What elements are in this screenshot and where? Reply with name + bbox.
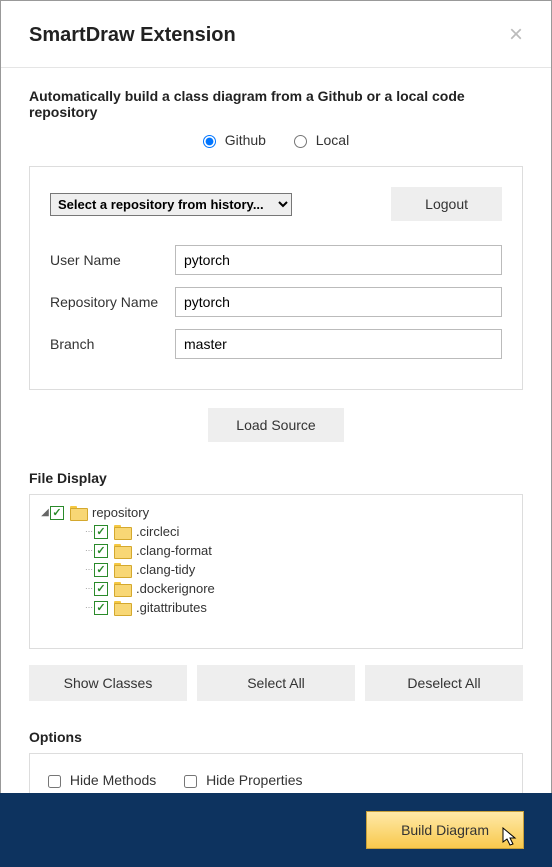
tree-row[interactable]: ⋯✓ .clang-format xyxy=(34,541,518,560)
tree-connector: ⋯ xyxy=(84,527,94,536)
folder-icon xyxy=(114,563,130,576)
radio-github-input[interactable] xyxy=(203,135,216,148)
tree-label: repository xyxy=(92,505,149,520)
hide-methods-checkbox[interactable] xyxy=(48,775,61,788)
tree-label: .circleci xyxy=(136,524,179,539)
tree-connector: ⋯ xyxy=(84,603,94,612)
folder-icon xyxy=(114,525,130,538)
tree-row[interactable]: ⋯✓ .gitattributes xyxy=(34,598,518,617)
tree-row[interactable]: ⋯✓ .circleci xyxy=(34,522,518,541)
hide-methods-option[interactable]: Hide Methods xyxy=(48,772,160,788)
hide-properties-checkbox[interactable] xyxy=(184,775,197,788)
radio-local-input[interactable] xyxy=(294,135,307,148)
load-source-button[interactable]: Load Source xyxy=(208,408,343,442)
radio-github[interactable]: Github xyxy=(203,132,270,148)
folder-icon xyxy=(70,506,86,519)
repo-panel: Select a repository from history... Logo… xyxy=(29,166,523,390)
subtitle: Automatically build a class diagram from… xyxy=(29,88,523,120)
select-all-button[interactable]: Select All xyxy=(197,665,355,701)
folder-icon xyxy=(114,544,130,557)
logout-button[interactable]: Logout xyxy=(391,187,502,221)
tree-connector: ⋯ xyxy=(84,584,94,593)
username-input[interactable] xyxy=(175,245,502,275)
reponame-input[interactable] xyxy=(175,287,502,317)
footer: Build Diagram xyxy=(0,793,552,867)
tree-checkbox[interactable]: ✓ xyxy=(94,601,108,615)
tree-checkbox[interactable]: ✓ xyxy=(94,544,108,558)
folder-icon xyxy=(114,582,130,595)
branch-label: Branch xyxy=(50,336,175,352)
hide-properties-option[interactable]: Hide Properties xyxy=(184,772,302,788)
tree-label: .dockerignore xyxy=(136,581,215,596)
reponame-label: Repository Name xyxy=(50,294,175,310)
tree-label: .clang-format xyxy=(136,543,212,558)
tree-connector: ⋯ xyxy=(84,565,94,574)
file-display-label: File Display xyxy=(29,470,523,486)
tree-checkbox[interactable]: ✓ xyxy=(50,506,64,520)
dialog-title: SmartDraw Extension xyxy=(29,24,236,47)
repo-history-select[interactable]: Select a repository from history... xyxy=(50,193,292,216)
options-label: Options xyxy=(29,729,523,745)
tree-toggle-icon[interactable]: ◢ xyxy=(40,507,50,518)
build-diagram-button[interactable]: Build Diagram xyxy=(366,811,524,849)
tree-label: .gitattributes xyxy=(136,600,207,615)
show-classes-button[interactable]: Show Classes xyxy=(29,665,187,701)
tree-row[interactable]: ⋯✓ .clang-tidy xyxy=(34,560,518,579)
close-icon[interactable]: × xyxy=(509,21,523,49)
tree-checkbox[interactable]: ✓ xyxy=(94,563,108,577)
folder-icon xyxy=(114,601,130,614)
tree-row[interactable]: ⋯✓ .dockerignore xyxy=(34,579,518,598)
tree-label: .clang-tidy xyxy=(136,562,195,577)
tree-row[interactable]: ◢✓ repository xyxy=(34,503,518,522)
radio-local[interactable]: Local xyxy=(294,132,349,148)
branch-input[interactable] xyxy=(175,329,502,359)
deselect-all-button[interactable]: Deselect All xyxy=(365,665,523,701)
file-tree[interactable]: ◢✓repository⋯✓.circleci⋯✓.clang-format⋯✓… xyxy=(29,494,523,649)
username-label: User Name xyxy=(50,252,175,268)
tree-connector: ⋯ xyxy=(84,546,94,555)
tree-checkbox[interactable]: ✓ xyxy=(94,582,108,596)
tree-checkbox[interactable]: ✓ xyxy=(94,525,108,539)
